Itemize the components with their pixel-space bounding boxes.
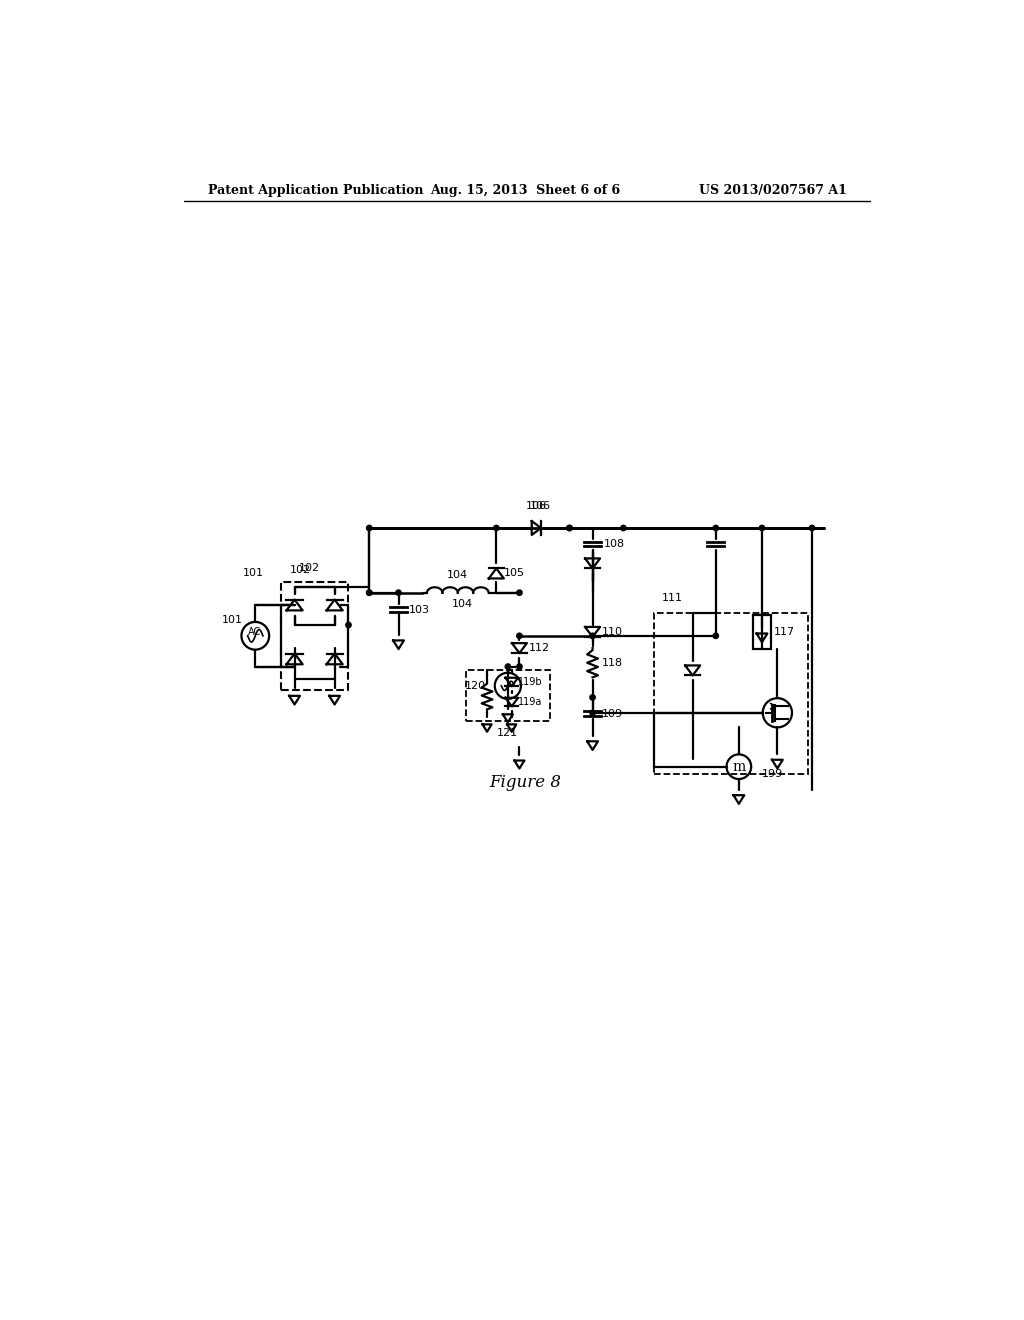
Text: 121: 121 <box>498 729 518 738</box>
Circle shape <box>590 710 595 715</box>
Text: Figure 8: Figure 8 <box>488 774 561 791</box>
Circle shape <box>517 664 522 669</box>
Circle shape <box>759 525 765 531</box>
Circle shape <box>713 634 719 639</box>
Circle shape <box>713 525 719 531</box>
Circle shape <box>367 525 372 531</box>
Bar <box>753 615 771 649</box>
Circle shape <box>566 525 572 531</box>
Text: 118: 118 <box>602 657 623 668</box>
Circle shape <box>566 525 572 531</box>
Text: US 2013/0207567 A1: US 2013/0207567 A1 <box>698 185 847 197</box>
Circle shape <box>494 525 499 531</box>
Text: 102: 102 <box>290 565 311 576</box>
Circle shape <box>517 634 522 639</box>
Text: 103: 103 <box>410 605 430 615</box>
Bar <box>654 612 808 775</box>
Text: 111: 111 <box>662 594 683 603</box>
Text: 102: 102 <box>299 562 319 573</box>
Text: 108: 108 <box>603 539 625 549</box>
Circle shape <box>621 525 626 531</box>
Text: 101: 101 <box>244 568 264 578</box>
Circle shape <box>346 622 351 628</box>
Text: AC: AC <box>248 627 261 638</box>
Text: 106: 106 <box>529 502 551 511</box>
Text: 106: 106 <box>526 502 547 511</box>
Text: 110: 110 <box>602 627 623 638</box>
Circle shape <box>590 694 595 700</box>
Text: 104: 104 <box>452 599 473 610</box>
Bar <box>281 582 348 689</box>
Text: 104: 104 <box>447 570 468 581</box>
Circle shape <box>590 634 595 639</box>
Circle shape <box>517 590 522 595</box>
Text: 112: 112 <box>528 643 550 653</box>
Circle shape <box>809 525 815 531</box>
Circle shape <box>367 590 372 595</box>
Circle shape <box>367 590 372 595</box>
Text: 117: 117 <box>774 627 796 638</box>
Text: 199: 199 <box>762 770 783 779</box>
Circle shape <box>505 664 511 669</box>
Text: m: m <box>732 760 745 774</box>
Text: 120: 120 <box>465 681 486 690</box>
Circle shape <box>396 590 401 595</box>
Text: 119a: 119a <box>518 697 543 708</box>
Text: Aug. 15, 2013  Sheet 6 of 6: Aug. 15, 2013 Sheet 6 of 6 <box>430 185 620 197</box>
Text: 109: 109 <box>602 709 623 718</box>
Bar <box>466 671 550 721</box>
Text: Patent Application Publication: Patent Application Publication <box>208 185 423 197</box>
Text: 101: 101 <box>222 615 243 626</box>
Text: 119b: 119b <box>518 677 543 686</box>
Text: 105: 105 <box>504 569 525 578</box>
